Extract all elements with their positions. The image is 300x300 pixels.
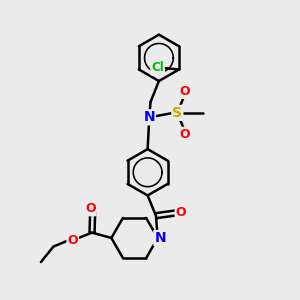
Text: O: O (179, 128, 190, 141)
Text: N: N (154, 231, 166, 245)
Text: Cl: Cl (151, 61, 164, 74)
Text: O: O (176, 206, 186, 219)
Text: O: O (85, 202, 96, 215)
Text: S: S (172, 106, 182, 120)
Text: N: N (143, 110, 155, 124)
Text: O: O (179, 85, 190, 98)
Text: O: O (68, 234, 78, 247)
